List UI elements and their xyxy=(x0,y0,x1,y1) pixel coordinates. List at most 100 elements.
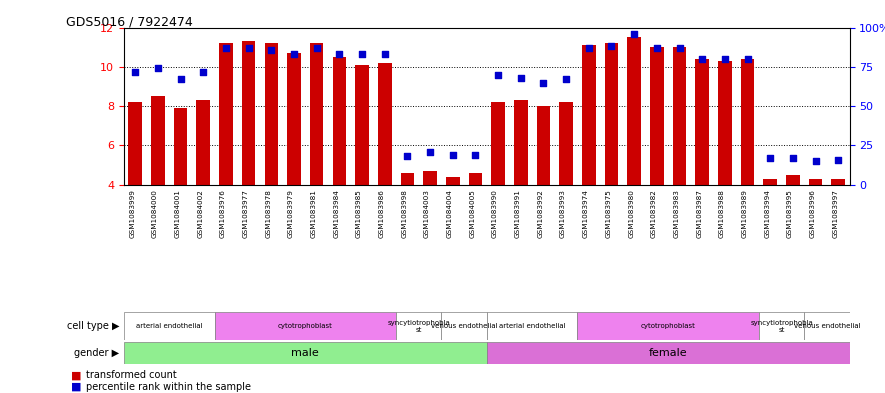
Point xyxy=(536,79,550,86)
Bar xyxy=(487,312,577,340)
Bar xyxy=(718,61,732,185)
Point xyxy=(604,43,619,50)
Text: GSM1083976: GSM1083976 xyxy=(220,189,226,237)
Bar xyxy=(559,102,573,185)
Text: GSM1083996: GSM1083996 xyxy=(810,189,816,237)
Bar xyxy=(124,312,215,340)
Point xyxy=(513,75,527,81)
Text: GSM1083995: GSM1083995 xyxy=(787,189,793,237)
Text: GSM1083990: GSM1083990 xyxy=(492,189,498,237)
Text: syncytiotrophobla
st: syncytiotrophobla st xyxy=(750,320,813,333)
Point xyxy=(650,45,664,51)
Text: GSM1083978: GSM1083978 xyxy=(266,189,272,237)
Point xyxy=(809,158,823,164)
Bar xyxy=(491,102,505,185)
Point xyxy=(446,152,460,158)
Bar xyxy=(310,43,324,185)
Text: GSM1083982: GSM1083982 xyxy=(650,189,657,237)
Point xyxy=(242,45,256,51)
Text: GSM1083980: GSM1083980 xyxy=(628,189,635,237)
Bar xyxy=(287,53,301,185)
Bar xyxy=(173,108,188,185)
Point xyxy=(423,149,437,155)
Bar xyxy=(469,173,482,185)
Bar xyxy=(446,177,459,185)
Text: arterial endothelial: arterial endothelial xyxy=(499,323,566,329)
Bar xyxy=(487,342,850,364)
Point xyxy=(786,155,800,161)
Text: GSM1083988: GSM1083988 xyxy=(719,189,725,237)
Text: GSM1084003: GSM1084003 xyxy=(424,189,430,237)
Text: GSM1083994: GSM1083994 xyxy=(765,189,770,237)
Bar xyxy=(832,179,845,185)
Text: GSM1083983: GSM1083983 xyxy=(673,189,680,237)
Text: percentile rank within the sample: percentile rank within the sample xyxy=(86,382,250,392)
Text: male: male xyxy=(291,348,319,358)
Bar xyxy=(650,47,664,185)
Point xyxy=(196,68,211,75)
Text: cytotrophoblast: cytotrophoblast xyxy=(278,323,333,329)
Point xyxy=(219,45,233,51)
Bar xyxy=(423,171,437,185)
Text: GDS5016 / 7922474: GDS5016 / 7922474 xyxy=(66,16,193,29)
Point xyxy=(287,51,301,57)
Bar xyxy=(242,41,256,185)
Text: ■: ■ xyxy=(71,382,81,392)
Point xyxy=(581,45,596,51)
Text: cell type ▶: cell type ▶ xyxy=(67,321,119,331)
Bar xyxy=(265,43,278,185)
Point xyxy=(378,51,392,57)
Bar xyxy=(759,312,804,340)
Bar xyxy=(809,179,822,185)
Bar xyxy=(219,43,233,185)
Text: cytotrophoblast: cytotrophoblast xyxy=(641,323,696,329)
Bar xyxy=(604,43,619,185)
Text: GSM1083981: GSM1083981 xyxy=(311,189,317,237)
Text: GSM1083989: GSM1083989 xyxy=(742,189,748,237)
Bar xyxy=(696,59,709,185)
Bar xyxy=(514,100,527,185)
Text: venous endothelial: venous endothelial xyxy=(794,323,860,329)
Text: GSM1083993: GSM1083993 xyxy=(560,189,566,237)
Bar xyxy=(582,45,596,185)
Point xyxy=(673,45,687,51)
Point xyxy=(741,56,755,62)
Text: GSM1083992: GSM1083992 xyxy=(537,189,543,237)
Bar xyxy=(442,312,487,340)
Text: GSM1084004: GSM1084004 xyxy=(447,189,453,237)
Bar xyxy=(124,342,487,364)
Text: GSM1083987: GSM1083987 xyxy=(696,189,702,237)
Point xyxy=(128,68,142,75)
Bar xyxy=(333,57,346,185)
Bar xyxy=(786,175,800,185)
Bar xyxy=(578,312,759,340)
Bar xyxy=(764,179,777,185)
Point xyxy=(332,51,346,57)
Text: GSM1083997: GSM1083997 xyxy=(832,189,838,237)
Point xyxy=(831,156,845,163)
Text: GSM1083999: GSM1083999 xyxy=(129,189,135,237)
Text: GSM1083991: GSM1083991 xyxy=(515,189,520,237)
Text: GSM1083979: GSM1083979 xyxy=(288,189,294,237)
Point xyxy=(718,56,732,62)
Point xyxy=(265,46,279,53)
Point xyxy=(695,56,709,62)
Text: GSM1083998: GSM1083998 xyxy=(402,189,407,237)
Text: GSM1083974: GSM1083974 xyxy=(583,189,589,237)
Point xyxy=(173,76,188,83)
Text: transformed count: transformed count xyxy=(86,370,177,380)
Bar xyxy=(396,312,442,340)
Text: venous endothelial: venous endothelial xyxy=(431,323,497,329)
Text: GSM1084000: GSM1084000 xyxy=(152,189,158,237)
Point xyxy=(468,152,482,158)
Text: syncytiotrophobla
st: syncytiotrophobla st xyxy=(388,320,450,333)
Text: GSM1083984: GSM1083984 xyxy=(334,189,339,237)
Bar xyxy=(627,37,641,185)
Text: GSM1083977: GSM1083977 xyxy=(242,189,249,237)
Point xyxy=(491,72,505,78)
Text: GSM1084001: GSM1084001 xyxy=(174,189,181,237)
Point xyxy=(150,65,165,72)
Text: GSM1083985: GSM1083985 xyxy=(356,189,362,237)
Text: GSM1084005: GSM1084005 xyxy=(469,189,475,237)
Text: GSM1084002: GSM1084002 xyxy=(197,189,204,237)
